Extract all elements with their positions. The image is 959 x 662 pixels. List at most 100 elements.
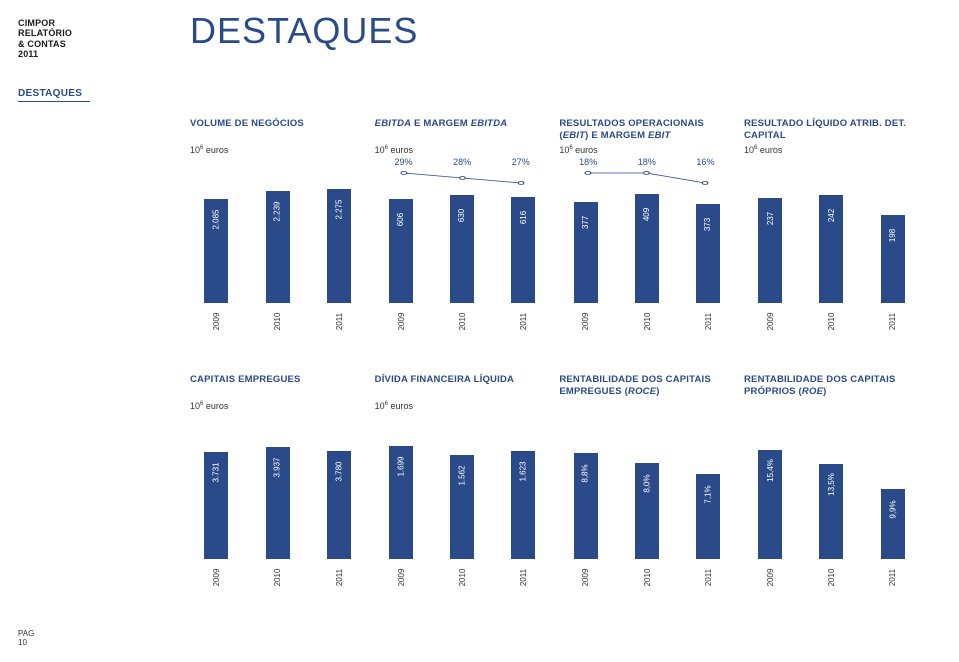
line-overlay: 29%28%27% [375, 161, 550, 183]
bars: 15,4%13,5%9,9% [744, 439, 919, 559]
year-row: 200920102011 [744, 563, 919, 582]
bar-value-label: 3.731 [212, 463, 221, 483]
bar-col: 1.562 [436, 455, 489, 559]
chart: 2.0852.2392.275 [190, 161, 365, 303]
bars: 2.0852.2392.275 [190, 183, 365, 303]
bar-col: 409 [621, 194, 674, 303]
bar-value-label: 377 [581, 216, 590, 229]
bar-value-label: 373 [704, 217, 713, 230]
bar: 242 [819, 195, 843, 303]
bar-value-label: 1.699 [396, 456, 405, 476]
panel-title: RESULTADOS OPERACIONAIS (EBIT) E MARGEM … [559, 118, 734, 144]
bar-col: 15,4% [744, 450, 797, 559]
bar-col: 616 [497, 197, 550, 303]
year-label: 2011 [519, 551, 528, 604]
chart: 18%18%16%377409373 [559, 161, 734, 303]
bar: 606 [389, 199, 413, 303]
panel-title: CAPITAIS EMPREGUES [190, 374, 365, 400]
bars: 237 242 198 [744, 183, 919, 303]
hdr-l2: RELATÓRIO [18, 28, 72, 38]
year-label: 2011 [704, 551, 713, 604]
bars: 606 630 616 [375, 183, 550, 303]
pct-label: 28% [453, 157, 471, 167]
bar-col: 630 [436, 195, 489, 303]
chart-panel: EBITDA E MARGEM EBITDA106 euros29%28%27%… [375, 118, 550, 326]
panel-subtitle: 106 euros [744, 145, 919, 155]
bar: 7,1% [696, 474, 720, 559]
year-row: 200920102011 [375, 563, 550, 582]
year-row: 200920102011 [559, 307, 734, 326]
bar-col: 8,8% [559, 453, 612, 559]
chart-wrap: 18%18%16%377409373200920102011 [559, 161, 734, 326]
year-row: 200920102011 [190, 563, 365, 582]
bar-col: 3.937 [251, 447, 304, 559]
year-label: 2011 [888, 295, 897, 348]
panel-title: RENTABILIDADE DOS CAPITAIS PRÓPRIOS (ROE… [744, 374, 919, 400]
bar: 377 [574, 202, 598, 303]
bar-value-label: 1.562 [458, 465, 467, 485]
bar-col: 9,9% [866, 489, 919, 559]
bar: 8,8% [574, 453, 598, 559]
hdr-l3: & CONTAS [18, 39, 72, 49]
bar-col: 606 [375, 199, 428, 303]
bar: 2.239 [266, 191, 290, 303]
year-label: 2011 [519, 295, 528, 348]
chart: 15,4%13,5%9,9% [744, 417, 919, 559]
year-label: 2010 [273, 551, 282, 604]
bar-value-label: 8,8% [581, 465, 590, 483]
bar-value-label: 8,0% [642, 474, 651, 492]
bar: 237 [758, 198, 782, 303]
chart: 237 242 198 [744, 161, 919, 303]
chart-wrap: 8,8%8,0%7,1%200920102011 [559, 417, 734, 582]
chart: 1.699 1.562 1.623 [375, 417, 550, 559]
chart-panel: CAPITAIS EMPREGUES106 euros3.7313.9373.7… [190, 374, 365, 582]
bar: 198 [881, 215, 905, 303]
bar-col: 1.623 [497, 451, 550, 559]
bars: 3.731 3.937 3.780 [190, 439, 365, 559]
bar: 1.699 [389, 446, 413, 559]
chart-wrap: 237 242 198 200920102011 [744, 161, 919, 326]
footer-l2: 10 [18, 639, 34, 648]
bar: 630 [450, 195, 474, 303]
bar-col: 242 [805, 195, 858, 303]
bar-col: 3.731 [190, 452, 243, 559]
bar: 9,9% [881, 489, 905, 559]
bar-col: 2.275 [313, 189, 366, 303]
hdr-l1: CIMPOR [18, 18, 72, 28]
bar: 2.275 [327, 189, 351, 303]
year-label: 2010 [827, 551, 836, 604]
bar: 8,0% [635, 463, 659, 559]
bar-value-label: 3.780 [334, 461, 343, 481]
bar-col: 2.239 [251, 191, 304, 303]
bar: 3.937 [266, 447, 290, 559]
bar-value-label: 2.239 [273, 202, 282, 222]
bar-col: 198 [866, 215, 919, 303]
chart-panel: RESULTADOS OPERACIONAIS (EBIT) E MARGEM … [559, 118, 734, 326]
year-row: 200920102011 [375, 307, 550, 326]
row-2: CAPITAIS EMPREGUES106 euros3.7313.9373.7… [190, 374, 919, 582]
chart-panel: VOLUME DE NEGÓCIOS106 euros2.0852.2392.2… [190, 118, 365, 326]
bar-value-label: 237 [766, 211, 775, 224]
page-title: DESTAQUES [190, 10, 418, 52]
year-row: 200920102011 [744, 307, 919, 326]
bar-value-label: 2.275 [334, 200, 343, 220]
bars: 1.699 1.562 1.623 [375, 439, 550, 559]
pct-label: 16% [696, 157, 714, 167]
chart-panel: RENTABILIDADE DOS CAPITAIS EMPREGUES (RO… [559, 374, 734, 582]
pct-label: 27% [512, 157, 530, 167]
chart-panel: RENTABILIDADE DOS CAPITAIS PRÓPRIOS (ROE… [744, 374, 919, 582]
report-header: CIMPOR RELATÓRIO & CONTAS 2011 [18, 18, 72, 59]
chart-wrap: 3.731 3.937 3.780 200920102011 [190, 417, 365, 582]
chart-panel: RESULTADO LÍQUIDO ATRIB. DET. CAPITAL106… [744, 118, 919, 326]
hdr-l4: 2011 [18, 49, 72, 59]
pct-label: 29% [395, 157, 413, 167]
year-label: 2011 [334, 295, 343, 348]
bar-value-label: 409 [642, 208, 651, 221]
chart-wrap: 2.0852.2392.275200920102011 [190, 161, 365, 326]
year-label: 2009 [212, 551, 221, 604]
bar-value-label: 7,1% [704, 485, 713, 503]
panel-title: VOLUME DE NEGÓCIOS [190, 118, 365, 144]
bars: 377 409 373 [559, 183, 734, 303]
year-label: 2010 [458, 295, 467, 348]
panel-subtitle: 106 euros [190, 401, 365, 411]
